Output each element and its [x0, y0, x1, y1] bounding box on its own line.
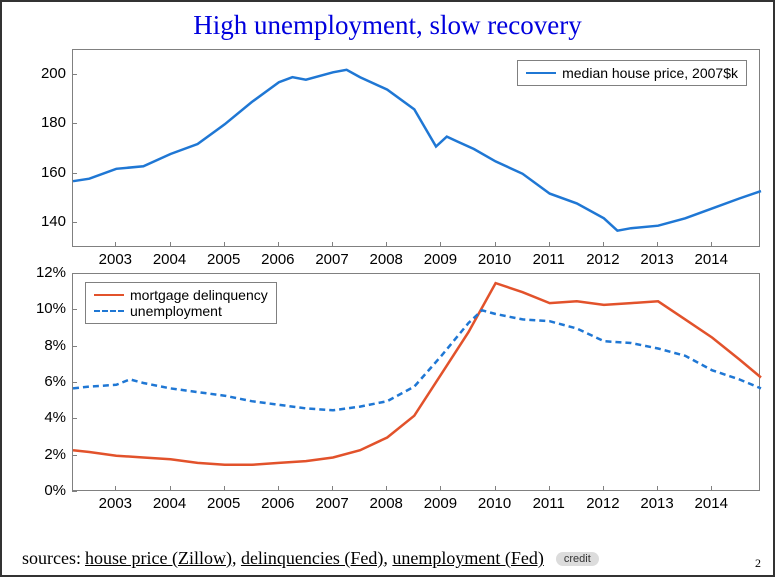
chart-area: median house price, 2007$k 140160180200 …: [8, 45, 767, 544]
y-tick-label: 180: [8, 114, 66, 131]
x-tick-label: 2007: [315, 495, 348, 512]
source-link[interactable]: delinquencies (Fed): [241, 548, 383, 568]
x-tick-label: 2006: [261, 495, 294, 512]
x-tick-label: 2010: [478, 495, 511, 512]
slide: High unemployment, slow recovery median …: [2, 2, 773, 575]
y-tick-label: 0%: [8, 482, 66, 499]
x-tick-label: 2007: [315, 251, 348, 268]
y-tick-label: 2%: [8, 446, 66, 463]
x-tick-label: 2005: [207, 495, 240, 512]
source-link[interactable]: house price (Zillow): [85, 548, 232, 568]
x-tick-label: 2013: [640, 495, 673, 512]
x-tick-label: 2010: [478, 251, 511, 268]
x-tick-label: 2012: [586, 495, 619, 512]
x-tick-label: 2011: [533, 495, 565, 512]
x-tick-label: 2011: [533, 251, 565, 268]
bottom-legend: mortgage delinquencyunemployment: [85, 282, 277, 324]
x-tick-label: 2006: [261, 251, 294, 268]
y-tick-label: 8%: [8, 337, 66, 354]
legend-label: mortgage delinquency: [130, 287, 268, 303]
y-tick-label: 4%: [8, 409, 66, 426]
sources-line: sources: house price (Zillow), delinquen…: [8, 544, 767, 571]
top-legend: median house price, 2007$k: [517, 60, 747, 86]
x-tick-label: 2003: [99, 251, 132, 268]
x-tick-label: 2008: [370, 495, 403, 512]
series-line: [73, 70, 761, 231]
x-tick-label: 2004: [153, 495, 186, 512]
x-tick-label: 2008: [370, 251, 403, 268]
legend-item: median house price, 2007$k: [526, 65, 738, 81]
page-number: 2: [755, 556, 761, 571]
x-tick-label: 2003: [99, 495, 132, 512]
source-link[interactable]: unemployment (Fed): [392, 548, 543, 568]
legend-label: median house price, 2007$k: [562, 65, 738, 81]
legend-label: unemployment: [130, 303, 222, 319]
top-panel: median house price, 2007$k: [72, 49, 760, 247]
legend-swatch: [526, 72, 556, 74]
credit-button[interactable]: credit: [556, 552, 599, 566]
legend-item: unemployment: [94, 303, 268, 319]
x-tick-label: 2009: [424, 495, 457, 512]
series-line: [73, 310, 761, 410]
x-tick-label: 2014: [695, 251, 728, 268]
y-tick-label: 140: [8, 213, 66, 230]
y-tick-label: 10%: [8, 300, 66, 317]
y-tick-label: 12%: [8, 264, 66, 281]
y-tick-label: 160: [8, 164, 66, 181]
page-title: High unemployment, slow recovery: [8, 10, 767, 41]
x-tick-label: 2005: [207, 251, 240, 268]
x-tick-label: 2014: [695, 495, 728, 512]
y-tick-label: 6%: [8, 373, 66, 390]
bottom-panel: mortgage delinquencyunemployment: [72, 273, 760, 491]
x-tick-label: 2012: [586, 251, 619, 268]
legend-item: mortgage delinquency: [94, 287, 268, 303]
y-tick-label: 200: [8, 65, 66, 82]
legend-swatch: [94, 294, 124, 296]
x-tick-label: 2004: [153, 251, 186, 268]
x-tick-label: 2009: [424, 251, 457, 268]
sources-prefix: sources:: [22, 548, 81, 569]
legend-swatch: [94, 310, 124, 312]
x-tick-label: 2013: [640, 251, 673, 268]
